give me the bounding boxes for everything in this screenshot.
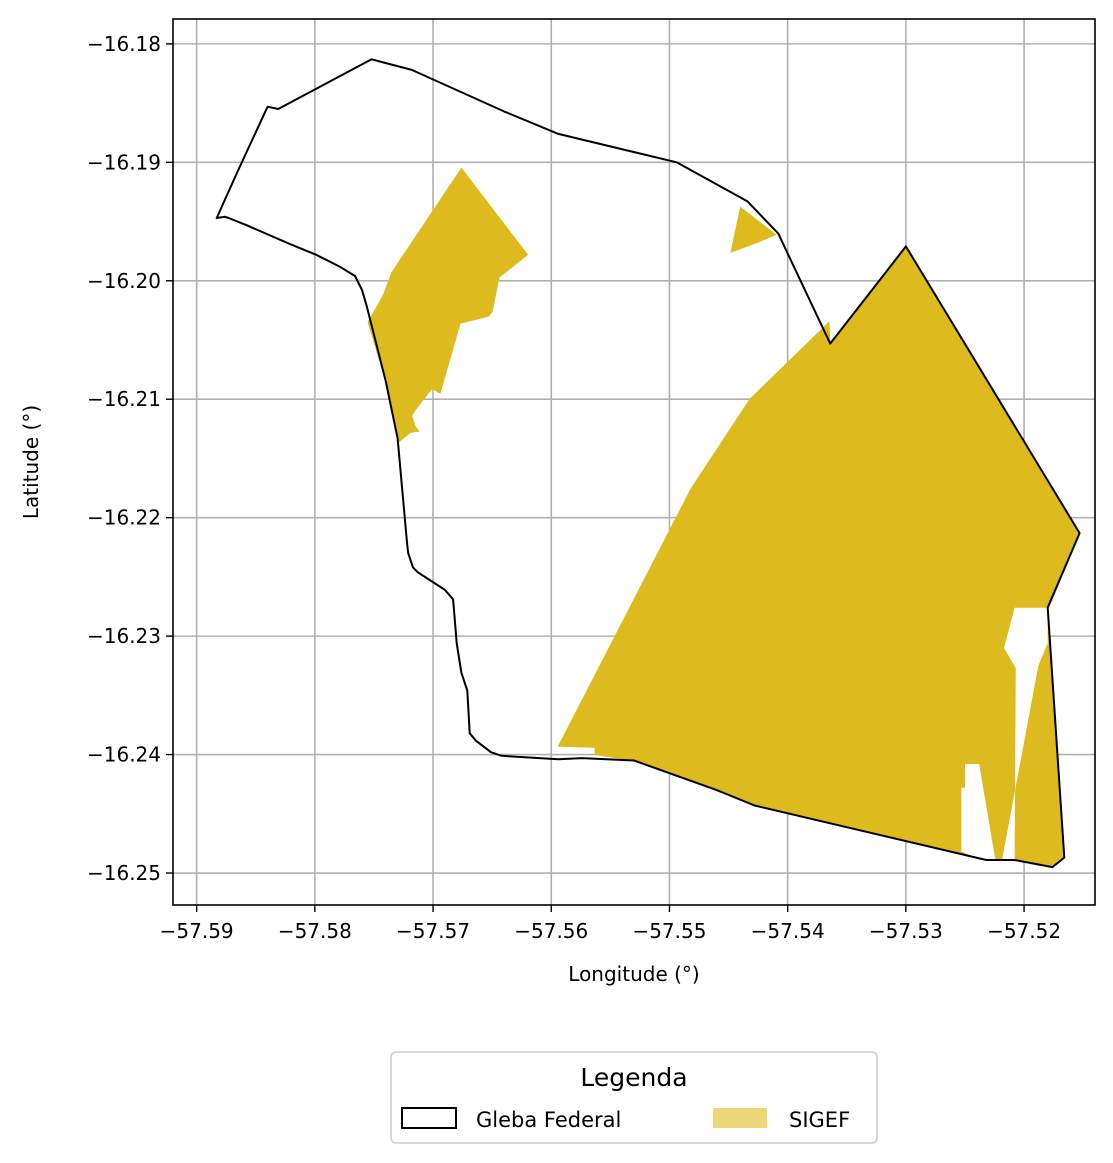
sigef-gap-0: [961, 607, 1048, 863]
legend-gleba-federal-label: Gleba Federal: [476, 1108, 621, 1132]
y-tick-label-4: −16.22: [87, 506, 161, 530]
legend-gleba-federal-swatch: [401, 1107, 457, 1129]
x-tick-label-0: −57.59: [160, 919, 234, 943]
x-tick-label-2: −57.57: [396, 919, 470, 943]
sigef-parcel-0: [367, 167, 529, 443]
y-tick-label-1: −16.19: [87, 150, 161, 174]
gleba-federal-outline: [215, 58, 1081, 869]
y-tick-label-3: −16.21: [87, 387, 161, 411]
y-tick-label-5: −16.23: [87, 624, 161, 648]
x-tick-label-3: −57.56: [514, 919, 588, 943]
x-tick-label-5: −57.54: [751, 919, 825, 943]
x-tick-label-6: −57.53: [869, 919, 943, 943]
gleba-federal-layer: [215, 58, 1081, 869]
plot-frame: [172, 18, 1096, 906]
legend-sigef-label: SIGEF: [789, 1108, 850, 1132]
y-tick-label-2: −16.20: [87, 269, 161, 293]
legend-sigef-swatch: [713, 1108, 767, 1128]
x-tick-label-4: −57.55: [632, 919, 706, 943]
y-tick-label-7: −16.25: [87, 861, 161, 885]
legend: Legenda Gleba Federal SIGEF: [390, 1051, 878, 1144]
sigef-gaps: [961, 607, 1048, 863]
x-tick-label-1: −57.58: [278, 919, 352, 943]
x-axis-label: Longitude (°): [568, 962, 699, 986]
sigef-parcel-1: [730, 206, 777, 253]
x-tick-label-7: −57.52: [987, 919, 1061, 943]
y-tick-label-0: −16.18: [87, 32, 161, 56]
legend-title: Legenda: [580, 1063, 687, 1092]
y-axis-label: Latitude (°): [19, 405, 43, 519]
y-tick-label-6: −16.24: [87, 743, 161, 767]
axis-ticks: −57.59 −57.58 −57.57 −57.56 −57.55 −57.54 −57.…: [87, 32, 1061, 943]
